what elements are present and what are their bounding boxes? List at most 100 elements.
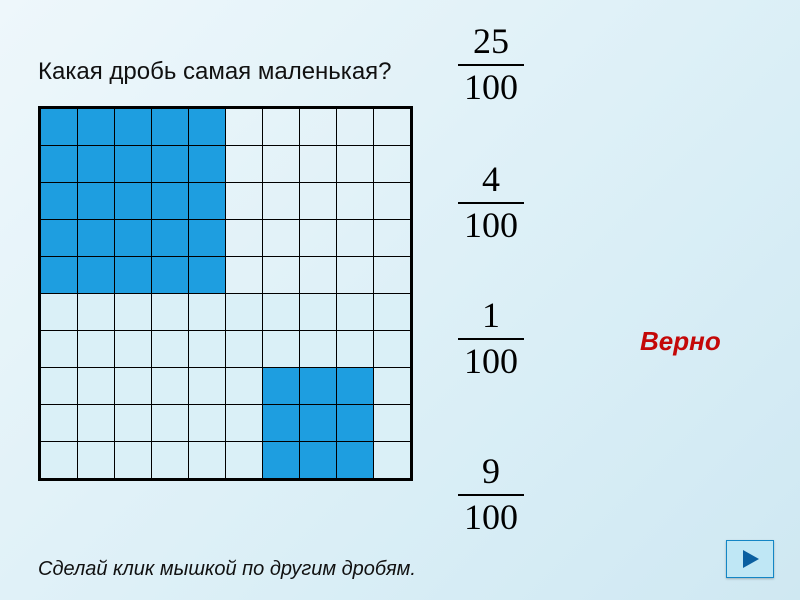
grid-cell [115, 109, 152, 146]
grid-cell [78, 146, 115, 183]
grid-cell [115, 294, 152, 331]
grid-cell [189, 294, 226, 331]
grid-cell [189, 109, 226, 146]
fraction-bar [458, 338, 524, 340]
grid-cell [152, 146, 189, 183]
grid-cell [226, 331, 263, 368]
grid-cell [300, 405, 337, 442]
grid-cell [300, 183, 337, 220]
grid-cell [152, 368, 189, 405]
grid-cell [263, 257, 300, 294]
grid-cell [226, 294, 263, 331]
grid-cell [263, 405, 300, 442]
grid-cell [374, 109, 411, 146]
fraction-bar [458, 202, 524, 204]
fraction-1-100[interactable]: 1 100 [458, 296, 524, 381]
grid-cell [300, 368, 337, 405]
grid-cell [78, 331, 115, 368]
grid-cell [152, 183, 189, 220]
grid-cell [300, 257, 337, 294]
grid-cell [189, 220, 226, 257]
grid-cell [189, 331, 226, 368]
grid-cell [337, 257, 374, 294]
grid-cell [300, 146, 337, 183]
grid-cell [189, 368, 226, 405]
grid-cell [226, 220, 263, 257]
grid-cell [263, 183, 300, 220]
grid-cell [374, 183, 411, 220]
fraction-bar [458, 64, 524, 66]
hundred-grid [38, 106, 413, 481]
grid-cell [337, 442, 374, 479]
grid-cell [189, 257, 226, 294]
grid-cell [337, 183, 374, 220]
grid-cell [41, 109, 78, 146]
grid-cell [226, 368, 263, 405]
fraction-denominator: 100 [458, 206, 524, 246]
grid-cell [226, 183, 263, 220]
grid-cell [337, 368, 374, 405]
grid-cell [374, 368, 411, 405]
fraction-denominator: 100 [458, 342, 524, 382]
grid-cell [337, 146, 374, 183]
grid-cell [78, 405, 115, 442]
grid-cell [263, 146, 300, 183]
grid-cell [263, 109, 300, 146]
grid-cell [41, 442, 78, 479]
fraction-numerator: 25 [467, 22, 515, 62]
fraction-denominator: 100 [458, 498, 524, 538]
grid-cell [115, 442, 152, 479]
grid-cell [152, 442, 189, 479]
grid-cell [337, 294, 374, 331]
fraction-numerator: 9 [476, 452, 506, 492]
grid-cell [374, 331, 411, 368]
grid-table [40, 108, 411, 479]
grid-cell [226, 257, 263, 294]
triangle-right-icon [739, 548, 761, 570]
fraction-bar [458, 494, 524, 496]
grid-cell [41, 294, 78, 331]
next-button[interactable] [726, 540, 774, 578]
grid-cell [263, 442, 300, 479]
grid-cell [115, 220, 152, 257]
grid-cell [226, 442, 263, 479]
grid-cell [152, 109, 189, 146]
fraction-numerator: 1 [476, 296, 506, 336]
grid-cell [374, 442, 411, 479]
grid-cell [374, 146, 411, 183]
grid-cell [337, 220, 374, 257]
grid-cell [41, 146, 78, 183]
grid-cell [374, 294, 411, 331]
grid-cell [189, 146, 226, 183]
hint-text: Сделай клик мышкой по другим дробям. [38, 558, 416, 581]
grid-cell [115, 146, 152, 183]
grid-cell [152, 331, 189, 368]
grid-cell [374, 257, 411, 294]
fraction-25-100[interactable]: 25 100 [458, 22, 524, 107]
grid-cell [300, 442, 337, 479]
grid-cell [263, 220, 300, 257]
grid-cell [41, 368, 78, 405]
grid-cell [374, 220, 411, 257]
fraction-9-100[interactable]: 9 100 [458, 452, 524, 537]
grid-cell [189, 405, 226, 442]
grid-cell [300, 294, 337, 331]
fraction-numerator: 4 [476, 160, 506, 200]
fraction-4-100[interactable]: 4 100 [458, 160, 524, 245]
grid-cell [374, 405, 411, 442]
grid-cell [189, 183, 226, 220]
grid-cell [41, 257, 78, 294]
grid-cell [152, 220, 189, 257]
grid-cell [300, 331, 337, 368]
grid-cell [337, 331, 374, 368]
grid-cell [152, 294, 189, 331]
feedback-label: Верно [640, 326, 721, 357]
grid-cell [41, 331, 78, 368]
grid-cell [263, 294, 300, 331]
grid-cell [78, 183, 115, 220]
grid-cell [152, 257, 189, 294]
grid-cell [78, 368, 115, 405]
grid-cell [226, 405, 263, 442]
grid-cell [337, 109, 374, 146]
grid-cell [41, 183, 78, 220]
